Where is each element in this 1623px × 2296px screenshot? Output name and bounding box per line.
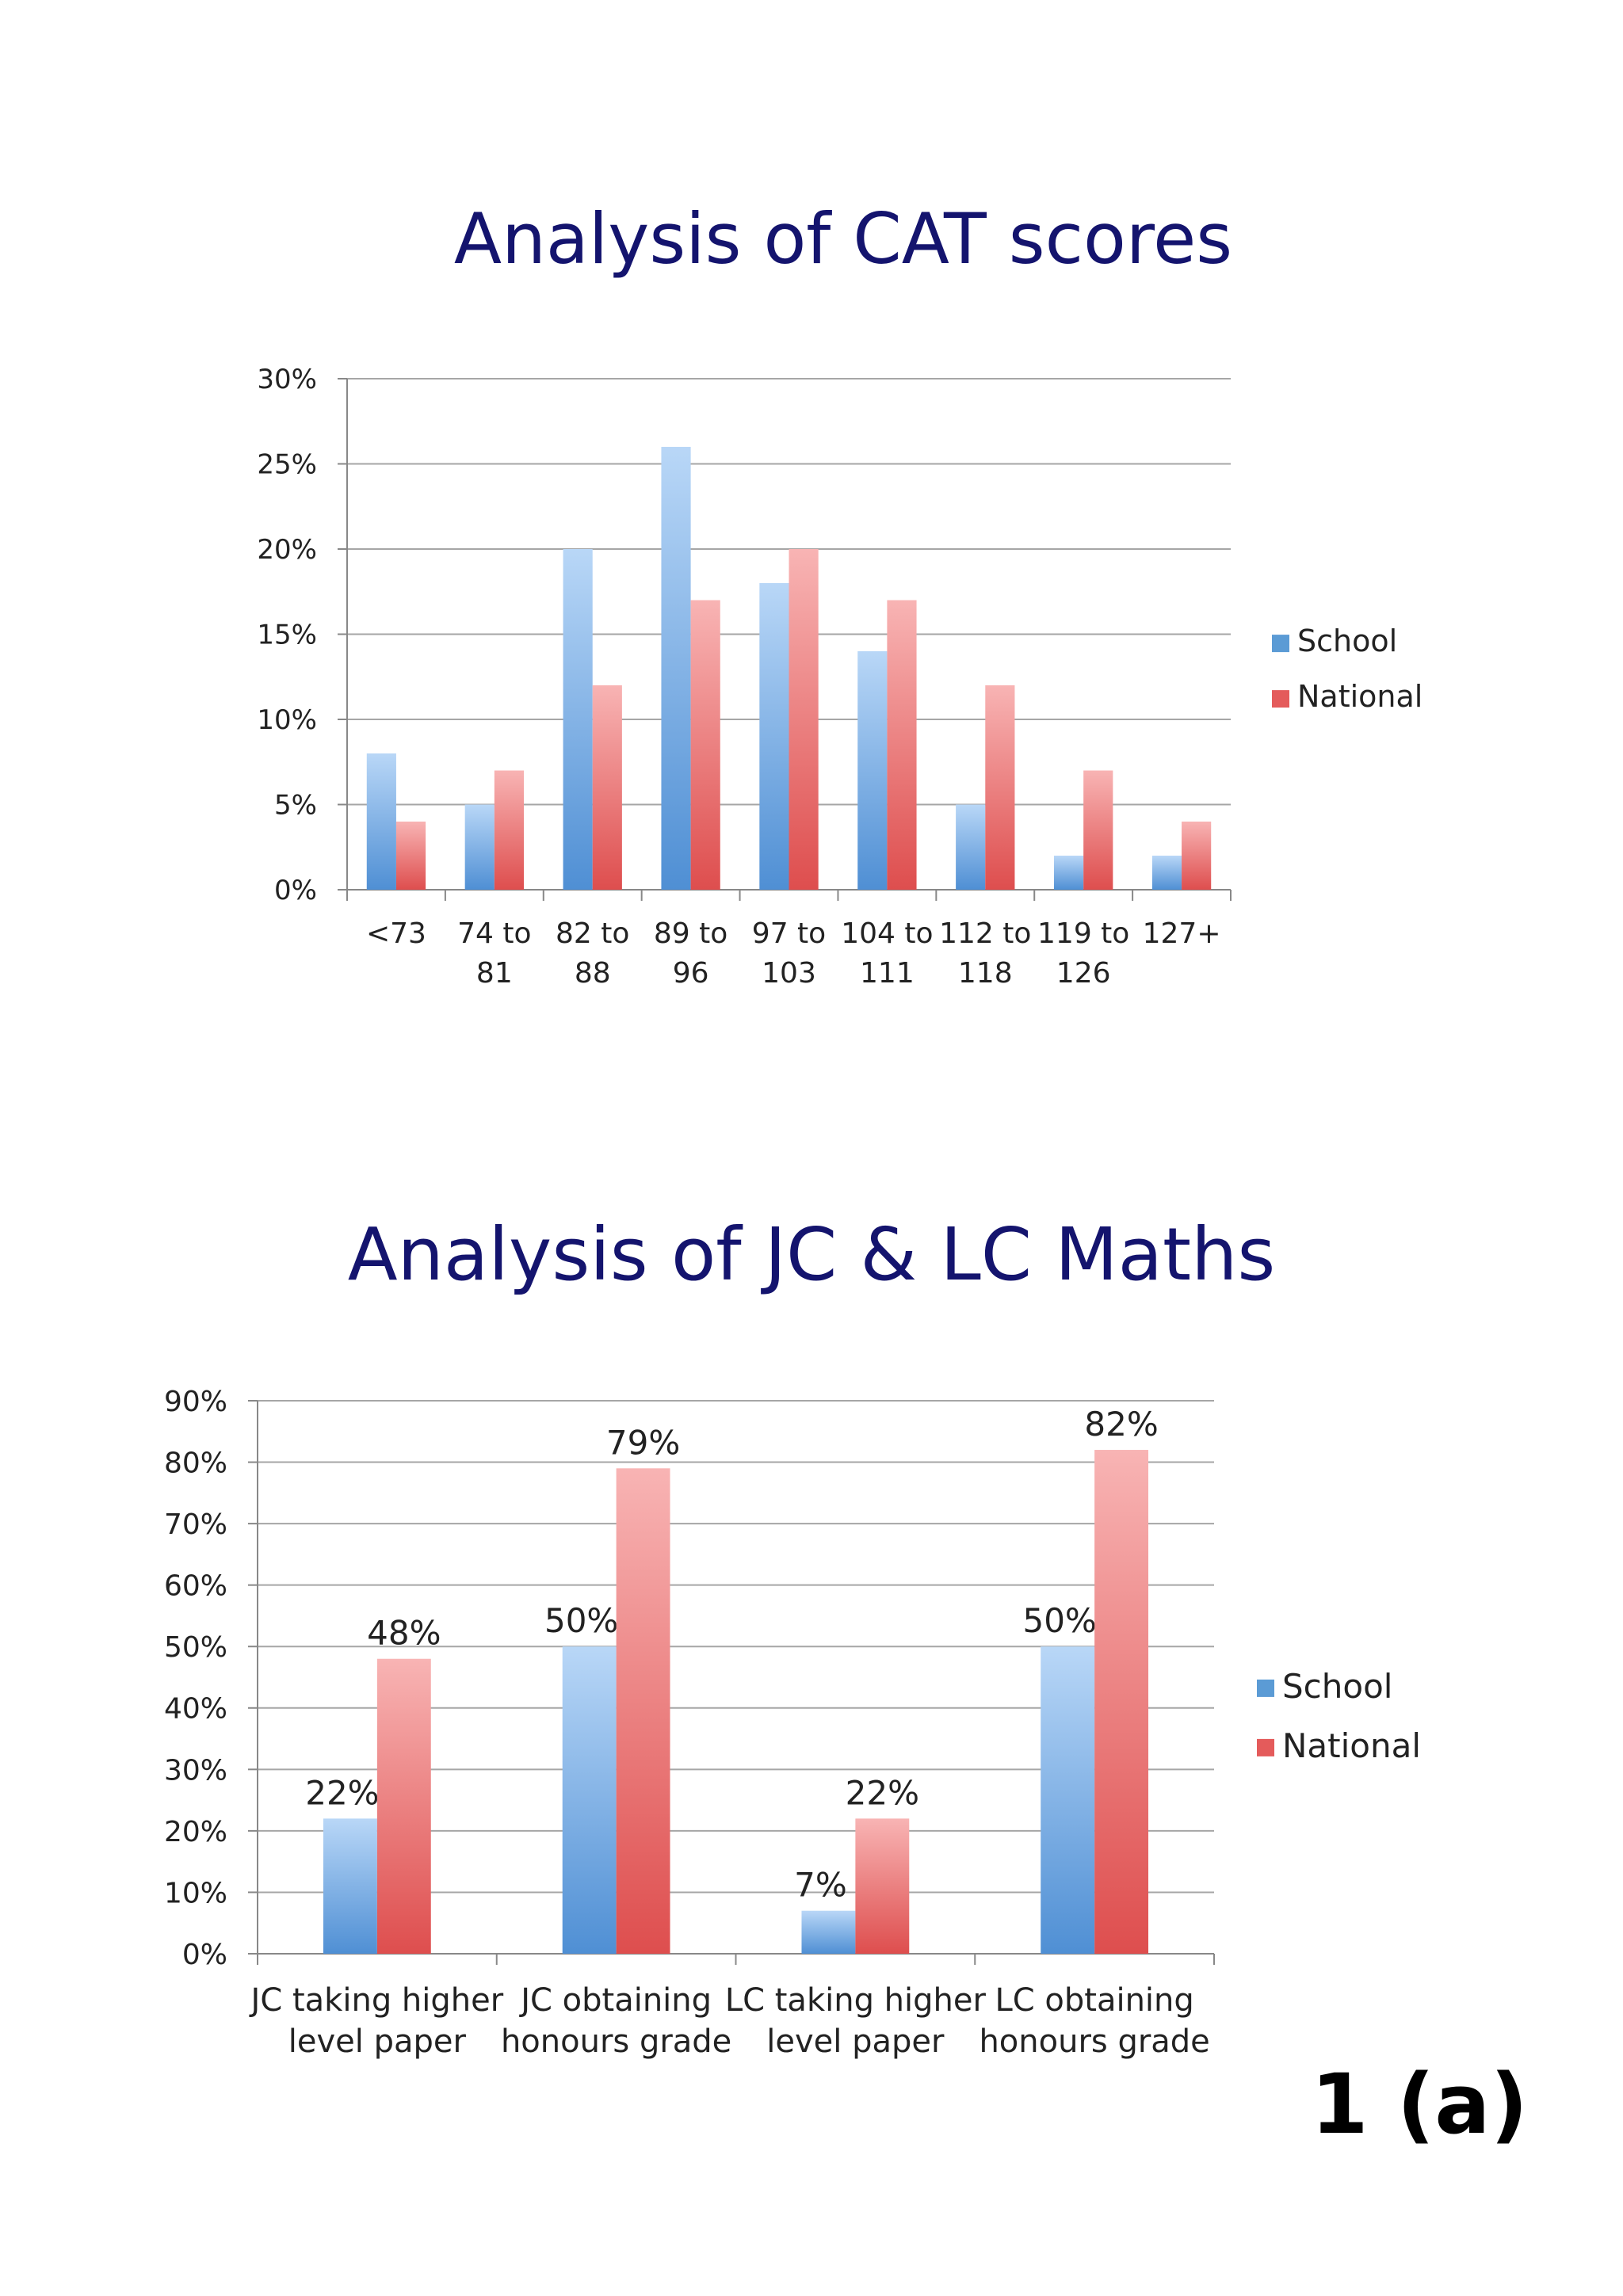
cat-category-label: 81 <box>476 957 513 990</box>
jc-legend-swatch-school <box>1257 1679 1274 1697</box>
jc-category-label: honours grade <box>501 2023 731 2060</box>
jc-y-tick-label: 40% <box>164 1693 227 1726</box>
jc-y-tick-label: 0% <box>182 1939 227 1971</box>
cat-bar-national <box>985 685 1015 890</box>
cat-legend-swatch-school <box>1272 635 1289 653</box>
jc-category-label: level paper <box>288 2023 467 2060</box>
jc-y-tick-label: 50% <box>164 1631 227 1664</box>
jc-category-label: honours grade <box>979 2023 1209 2060</box>
jc-y-tick-label: 30% <box>164 1754 227 1787</box>
cat-category-label: 88 <box>575 957 611 990</box>
cat-legend-label-school: School <box>1297 624 1397 658</box>
jc-legend-swatch-national <box>1257 1738 1274 1756</box>
cat-bar-school <box>1054 856 1084 890</box>
cat-category-label: 89 to <box>654 917 727 950</box>
cat-category-label: 96 <box>673 957 709 990</box>
cat-category-label: 111 <box>860 957 915 990</box>
jc-legend-label-school: School <box>1282 1667 1392 1706</box>
cat-bar-school <box>857 651 888 890</box>
cat-bar-national <box>887 600 917 890</box>
jc-data-label: 22% <box>846 1773 919 1812</box>
cat-category-label: 126 <box>1056 957 1111 990</box>
jc-category-label: JC obtaining <box>518 1982 712 2019</box>
cat-legend-label-national: National <box>1297 679 1423 714</box>
cat-bar-school <box>661 447 691 890</box>
jc-y-tick-label: 60% <box>164 1570 227 1603</box>
cat-category-label: 82 to <box>556 917 629 950</box>
cat-y-tick-label: 20% <box>257 534 317 566</box>
cat-y-tick-label: 0% <box>274 875 317 906</box>
jc-bar-national <box>376 1658 431 1954</box>
jc-category-label: level paper <box>766 2023 945 2060</box>
jc-bar-national <box>616 1468 670 1954</box>
jc-data-label: 82% <box>1084 1405 1158 1444</box>
jc-data-label: 48% <box>367 1614 441 1653</box>
cat-y-tick-label: 5% <box>274 790 317 822</box>
cat-bar-school <box>1151 856 1182 890</box>
jc-data-label: 50% <box>544 1601 618 1640</box>
jc-y-tick-label: 80% <box>164 1447 227 1480</box>
cat-bar-school <box>464 804 495 890</box>
cat-category-label: 118 <box>958 957 1013 990</box>
jc-category-label: LC obtaining <box>995 1982 1193 2019</box>
jc-data-label: 22% <box>305 1773 379 1812</box>
cat-bar-school <box>956 804 986 890</box>
jc-bar-national <box>1094 1450 1149 1954</box>
jc-legend-label-national: National <box>1282 1726 1421 1765</box>
jc-y-tick-label: 70% <box>164 1508 227 1541</box>
cat-bar-national <box>592 685 622 890</box>
jc-bar-school <box>562 1646 617 1954</box>
cat-category-label: 127+ <box>1143 917 1221 950</box>
cat-category-label: 119 to <box>1037 917 1129 950</box>
jc-y-tick-label: 90% <box>164 1386 227 1418</box>
cat-bar-school <box>366 753 396 890</box>
cat-bar-national <box>1182 822 1212 890</box>
cat-y-tick-label: 25% <box>257 449 317 481</box>
jc-category-label: JC taking higher <box>249 1982 504 2019</box>
cat-category-label: 104 to <box>841 917 933 950</box>
maths-chart-title: Analysis of JC & LC Maths <box>347 1212 1276 1297</box>
cat-scores-chart: 0% 5% 10% 15% 20% 25% 30% <73 74 to 81 82 to 88 89 t… <box>257 364 1423 990</box>
cat-category-label: 112 to <box>939 917 1031 950</box>
jc-bar-school <box>323 1818 377 1954</box>
cat-category-label: 97 to <box>752 917 826 950</box>
cat-bar-national <box>494 770 524 890</box>
cat-legend-swatch-national <box>1272 690 1289 708</box>
cat-category-label: 103 <box>762 957 816 990</box>
jc-y-tick-label: 20% <box>164 1816 227 1848</box>
cat-category-label: <73 <box>366 917 426 950</box>
jc-y-tick-label: 10% <box>164 1877 227 1909</box>
cat-category-label: 74 to <box>457 917 531 950</box>
cat-bar-national <box>690 600 720 890</box>
cat-bar-national <box>395 822 426 890</box>
cat-bar-national <box>789 549 819 890</box>
jc-data-label: 79% <box>606 1423 680 1462</box>
jc-bar-school <box>1041 1646 1095 1954</box>
cat-bar-school <box>563 549 593 890</box>
cat-bar-school <box>759 583 789 890</box>
cat-y-tick-label: 30% <box>257 364 317 395</box>
cat-chart-title: Analysis of CAT scores <box>453 198 1233 280</box>
jc-bar-national <box>855 1818 910 1954</box>
cat-y-tick-label: 15% <box>257 620 317 651</box>
jc-category-label: LC taking higher <box>725 1982 987 2019</box>
figure-label: 1 (a) <box>1311 2056 1528 2153</box>
jc-data-label: 7% <box>794 1866 847 1905</box>
jc-data-label: 50% <box>1022 1601 1096 1640</box>
cat-bar-national <box>1083 770 1113 890</box>
jc-bar-school <box>801 1910 856 1954</box>
cat-y-tick-label: 10% <box>257 704 317 736</box>
